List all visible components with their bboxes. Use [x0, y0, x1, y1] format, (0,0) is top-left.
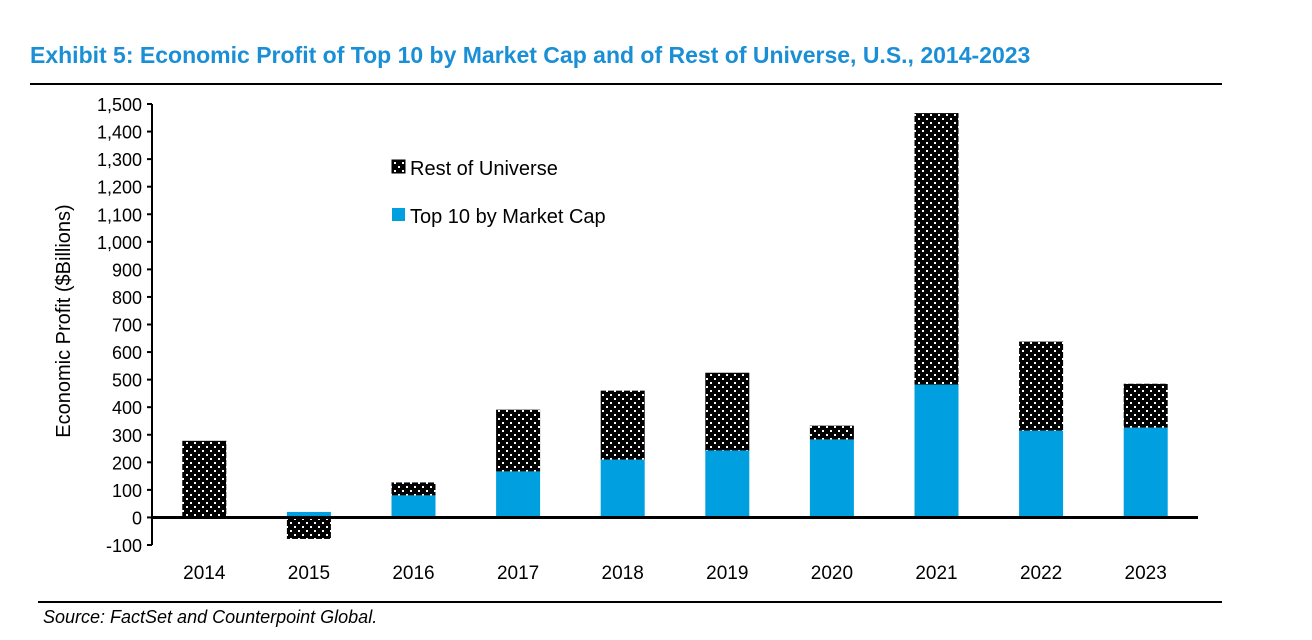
x-tick-label: 2022 [1020, 563, 1062, 584]
y-tick-label: 100 [112, 481, 142, 501]
bars-group [182, 113, 1168, 539]
bar-top10-2017 [496, 471, 541, 518]
bar-top10-2023 [1123, 427, 1168, 518]
bar-rest-2017 [496, 409, 541, 472]
bar-top10-2019 [705, 450, 750, 518]
y-tick-label: 1,300 [97, 150, 142, 170]
y-tick-label: 500 [112, 371, 142, 391]
legend: Rest of Universe Top 10 by Market Cap [391, 158, 606, 228]
y-tick-label: 300 [112, 426, 142, 446]
source-note: Source: FactSet and Counterpoint Global. [43, 607, 378, 627]
source-divider [38, 601, 1222, 603]
y-tick-label: 1,100 [97, 205, 142, 225]
y-tick-label: 0 [132, 508, 142, 528]
x-tick-label: 2017 [497, 563, 539, 584]
y-tick-label: 400 [112, 398, 142, 418]
bar-rest-2020 [809, 425, 854, 440]
x-tick-label: 2014 [183, 563, 226, 584]
y-tick-label: 200 [112, 453, 142, 473]
y-tick-label: 1,200 [97, 178, 142, 198]
y-tick-label: 1,400 [97, 123, 142, 143]
bar-top10-2021 [914, 384, 959, 518]
x-tick-label: 2023 [1125, 563, 1167, 584]
x-tick-label: 2020 [811, 563, 853, 584]
y-tick-label: 900 [112, 260, 142, 280]
legend-label-top10: Top 10 by Market Cap [410, 206, 606, 228]
x-tick-label: 2016 [392, 563, 434, 584]
legend-swatch-top10 [392, 208, 405, 221]
bar-rest-2016 [391, 482, 436, 496]
x-tick-label: 2019 [706, 563, 748, 584]
bar-top10-2016 [391, 495, 436, 518]
legend-swatch-rest [391, 159, 406, 174]
bar-top10-2022 [1019, 430, 1064, 518]
y-tick-label: -100 [106, 536, 142, 556]
x-tick-label: 2018 [602, 563, 644, 584]
bar-rest-2023 [1123, 383, 1168, 428]
chart-title: Exhibit 5: Economic Profit of Top 10 by … [30, 42, 1031, 68]
y-tick-label: 700 [112, 316, 142, 336]
bar-rest-2015 [286, 517, 331, 539]
bar-rest-2018 [600, 390, 645, 460]
bar-top10-2018 [600, 459, 645, 518]
legend-label-rest: Rest of Universe [410, 158, 558, 180]
y-tick-label: 1,000 [97, 233, 142, 253]
bar-rest-2021 [914, 113, 959, 385]
x-tick-label: 2021 [915, 563, 957, 584]
bar-top10-2020 [809, 439, 854, 518]
bar-rest-2014 [182, 440, 227, 517]
bar-rest-2019 [705, 372, 750, 451]
title-divider [30, 83, 1222, 85]
y-tick-label: 1,500 [97, 95, 142, 115]
bar-top10-2015 [286, 511, 331, 518]
y-tick-label: 800 [112, 288, 142, 308]
x-tick-label: 2015 [288, 563, 330, 584]
bar-rest-2022 [1019, 341, 1064, 431]
axes-group: -100 0 100 200 300 400 500 600 700 800 900 1,000 1,1… [97, 95, 1198, 584]
y-tick-label: 600 [112, 343, 142, 363]
y-axis-label: Economic Profit ($Billions) [53, 204, 75, 437]
